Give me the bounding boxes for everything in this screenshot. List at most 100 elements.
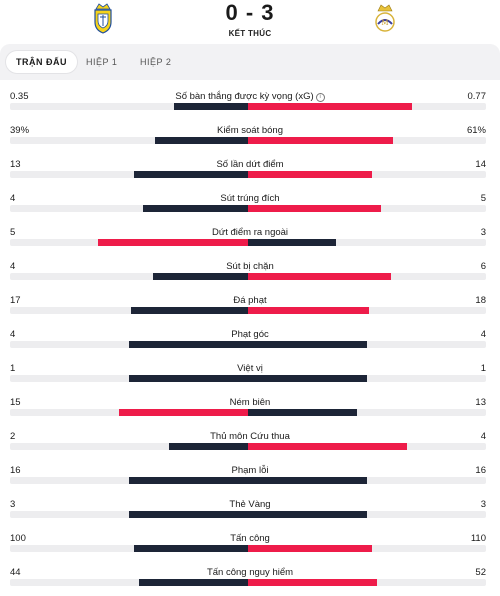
stat-row: 13 Số lần dứt điểm 14 [0,159,500,193]
stat-name-label: Dứt điểm ra ngoài [211,227,289,238]
stat-row: 2 Thủ môn Cứu thua 4 [0,431,500,465]
stat-away-value: 4 [480,329,486,340]
stat-away-bar [248,545,372,552]
stat-home-bar [131,307,248,314]
cadiz-crest-icon[interactable] [90,2,116,34]
stat-away-bar [248,579,377,586]
stat-home-bar [129,477,248,484]
stat-row: 4 Sút bị chặn 6 [0,261,500,295]
stat-name-label: Phạm lỗi [231,465,269,476]
stat-away-value: 52 [475,567,486,578]
stat-row: 16 Phạm lỗi 16 [0,465,500,499]
stat-home-value: 44 [10,567,21,578]
stat-row: 4 Phạt góc 4 [0,329,500,363]
real-madrid-crest-icon[interactable]: M [372,2,398,34]
stat-home-bar [143,205,248,212]
stat-row: 1 Việt vị 1 [0,363,500,397]
stat-name-label: Việt vị [237,363,263,374]
stat-name: Thủ môn Cứu thua [0,431,500,443]
svg-text:M: M [381,19,388,27]
stat-name-label: Ném biên [229,397,271,408]
stat-row: 3 Thẻ Vàng 3 [0,499,500,533]
stat-name-label: Số bàn thắng được kỳ vọng (xG) [175,91,314,102]
stat-away-bar [248,137,393,144]
stat-away-value: 3 [480,499,486,510]
stat-away-value: 13 [475,397,486,408]
stat-away-value: 18 [475,295,486,306]
stat-name-label: Sút trúng đích [220,193,280,204]
stat-away-value: 4 [480,431,486,442]
stat-name-label: Tấn công [230,533,270,544]
stat-name: Số bàn thắng được kỳ vọng (xG) i [0,91,500,103]
stat-row: 5 Dứt điểm ra ngoài 3 [0,227,500,261]
stat-home-bar [139,579,248,586]
stat-name: Số lần dứt điểm [0,159,500,171]
stat-name: Sút bị chặn [0,261,500,273]
stat-name: Việt vị [0,363,500,375]
stat-away-bar [248,171,372,178]
stat-name-label: Sút bị chặn [226,261,274,272]
stat-home-bar [155,137,248,144]
stat-name-label: Tấn công nguy hiểm [206,567,294,578]
stat-name: Ném biên [0,397,500,409]
stat-name: Sút trúng đích [0,193,500,205]
stat-name: Phạt góc [0,329,500,341]
stat-away-bar [248,511,367,518]
stat-row: 0.35 Số bàn thắng được kỳ vọng (xG) i 0.77 [0,91,500,125]
stat-name: Dứt điểm ra ngoài [0,227,500,239]
stat-name: Kiểm soát bóng [0,125,500,137]
stat-away-bar [248,205,381,212]
stat-name: Tấn công [0,533,500,545]
stat-home-value: 13 [10,159,21,170]
stat-home-value: 100 [10,533,26,544]
stat-name: Đá phạt [0,295,500,307]
stat-name-label: Phạt góc [231,329,269,340]
stat-row: 15 Ném biên 13 [0,397,500,431]
stat-row: 17 Đá phạt 18 [0,295,500,329]
stat-home-value: 17 [10,295,21,306]
stat-home-bar [119,409,248,416]
stat-away-bar [248,239,336,246]
stat-away-value: 6 [480,261,486,272]
tab-first-half[interactable]: HIỆP 1 [86,57,118,67]
match-status: KẾT THÚC [228,29,272,38]
stat-away-value: 1 [480,363,486,374]
stat-home-value: 4 [10,261,16,272]
stat-away-value: 3 [480,227,486,238]
tab-match[interactable]: TRẬN ĐẤU [6,51,77,73]
stat-away-value: 110 [470,533,486,544]
stat-name-label: Đá phạt [233,295,267,306]
stat-home-value: 39% [10,125,30,136]
stat-away-value: 0.77 [467,91,487,102]
stat-name-label: Thủ môn Cứu thua [210,431,290,442]
stat-away-value: 16 [475,465,486,476]
stat-name-label: Số lần dứt điểm [216,159,284,170]
stat-home-value: 2 [10,431,16,442]
stat-home-value: 15 [10,397,21,408]
tab-second-half[interactable]: HIỆP 2 [140,57,172,67]
stat-row: 39% Kiểm soát bóng 61% [0,125,500,159]
stat-name: Thẻ Vàng [0,499,500,511]
stat-away-value: 5 [480,193,486,204]
stat-row: 44 Tấn công nguy hiểm 52 [0,567,500,596]
stat-away-bar [248,443,407,450]
stat-away-value: 14 [475,159,486,170]
stat-home-value: 5 [10,227,16,238]
stat-home-value: 0.35 [10,91,29,102]
stat-away-bar [248,103,412,110]
stat-home-bar [129,375,248,382]
stat-name: Tấn công nguy hiểm [0,567,500,579]
stat-row: 100 Tấn công 110 [0,533,500,567]
match-score: 0 - 3 [225,0,275,25]
stat-home-bar [129,341,248,348]
info-icon[interactable]: i [315,93,325,102]
stat-home-value: 4 [10,329,16,340]
stat-away-bar [248,477,367,484]
stat-away-bar [248,307,369,314]
stat-name-label: Thẻ Vàng [229,499,271,510]
stat-away-bar [248,273,391,280]
stat-home-bar [129,511,248,518]
stat-away-bar [248,409,357,416]
stat-home-value: 4 [10,193,16,204]
period-tabs: TRẬN ĐẤU HIỆP 1 HIỆP 2 [0,44,500,80]
